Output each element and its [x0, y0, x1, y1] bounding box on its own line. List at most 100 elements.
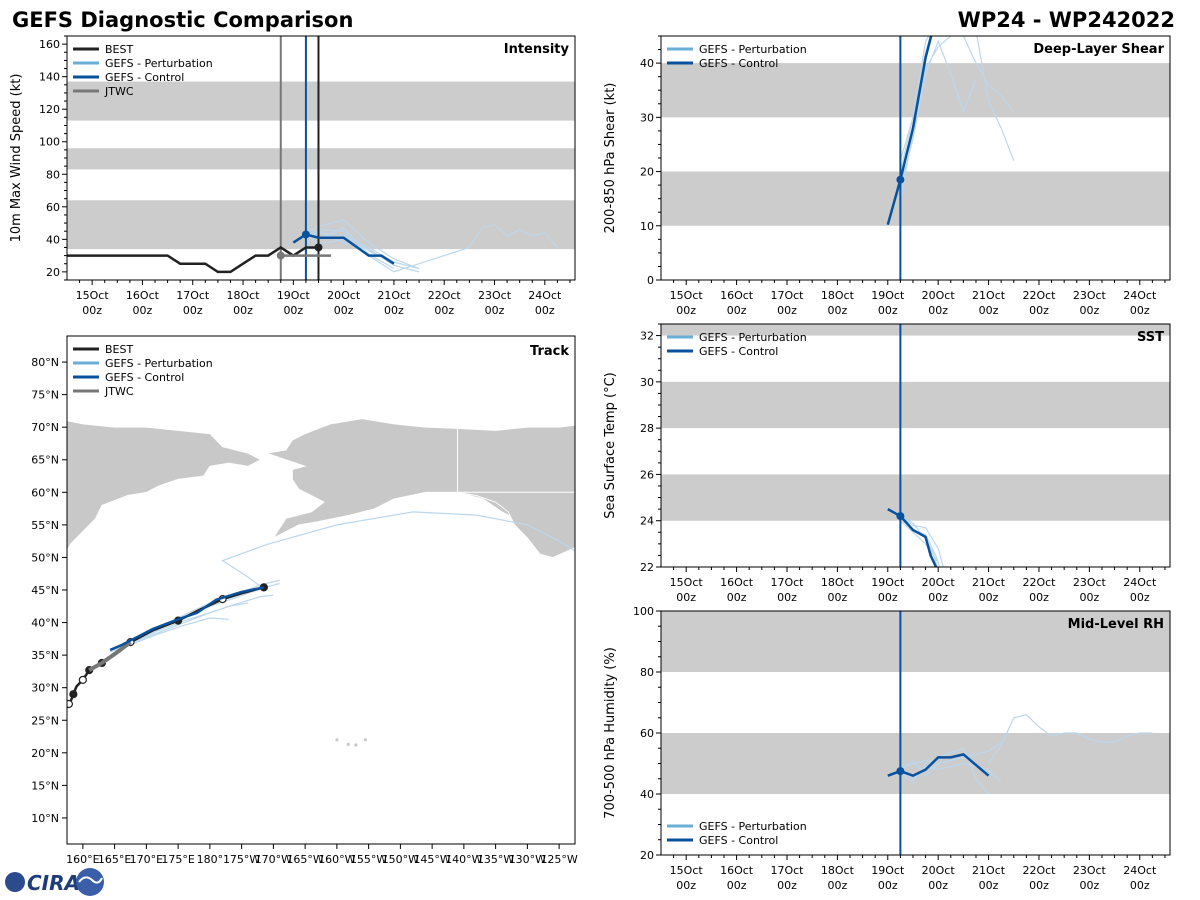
category-band — [661, 611, 1170, 672]
x-tick-hour-label: 00z — [283, 304, 303, 317]
x-tick-hour-label: 00z — [878, 304, 898, 317]
x-tick-hour-label: 00z — [827, 879, 847, 892]
lon-tick-label: 170°W — [255, 853, 292, 866]
control-track-line — [109, 586, 265, 652]
category-band — [67, 81, 575, 121]
y-tick-label: 24 — [640, 515, 654, 528]
legend-label: GEFS - Perturbation — [699, 43, 807, 56]
category-band — [661, 171, 1170, 226]
lat-tick-label: 70°N — [31, 421, 59, 434]
island-marker — [354, 743, 358, 747]
perturbation-member-line — [899, 36, 930, 161]
x-tick-hour-label: 00z — [334, 304, 354, 317]
best-track-position-marker — [67, 699, 74, 709]
lat-tick-label: 40°N — [31, 617, 59, 630]
axes-frame — [660, 323, 1171, 568]
x-tick-hour-label: 00z — [676, 591, 696, 604]
x-tick-day-label: 15Oct — [670, 864, 704, 877]
panel-title: SST — [1137, 330, 1164, 345]
figure-title: GEFS Diagnostic Comparison — [12, 8, 353, 32]
x-tick-day-label: 18Oct — [821, 864, 855, 877]
y-tick-label: 0 — [647, 274, 654, 287]
x-tick-day-label: 19Oct — [871, 576, 905, 589]
category-band — [661, 324, 1170, 336]
x-tick-day-label: 24Oct — [1123, 289, 1157, 302]
legend-label: GEFS - Control — [699, 345, 778, 358]
x-tick-hour-label: 00z — [384, 304, 404, 317]
lat-tick-label: 60°N — [31, 486, 59, 499]
lon-tick-label: 160°W — [318, 853, 355, 866]
x-tick-day-label: 15Oct — [670, 289, 704, 302]
alaska-landmass — [266, 418, 515, 539]
perturbation-member-line — [418, 224, 558, 265]
panel-title: Track — [530, 344, 569, 359]
best-track-position-marker — [78, 675, 87, 684]
y-tick-label: 30 — [640, 111, 654, 124]
y-axis-label: 200-850 hPa Shear (kt) — [603, 83, 618, 234]
lat-tick-label: 55°N — [31, 519, 59, 532]
x-tick-day-label: 15Oct — [670, 576, 704, 589]
perturbation-member-line — [305, 219, 420, 270]
logo-globe-icon — [5, 872, 25, 892]
category-band — [661, 381, 1170, 429]
perturbation-member-line — [900, 756, 989, 777]
lon-tick-label: 160°E — [66, 853, 99, 866]
lon-tick-label: 150°W — [382, 853, 419, 866]
x-tick-hour-label: 00z — [676, 879, 696, 892]
y-tick-label: 140 — [39, 71, 60, 84]
x-tick-day-label: 18Oct — [227, 289, 261, 302]
canada-landmass — [457, 424, 575, 558]
x-tick-day-label: 22Oct — [1022, 576, 1056, 589]
cira-logo: CIRA — [5, 868, 104, 896]
intensity-panel: 20 40 60 80 100 120 140 160 15Oct 00z 16Oct 00z 17Oc… — [9, 35, 576, 317]
logo-wave-stroke — [78, 876, 103, 884]
lon-tick-label: 175°W — [223, 853, 260, 866]
x-tick-hour-label: 00z — [1130, 591, 1150, 604]
x-tick-day-label: 22Oct — [428, 289, 462, 302]
x-tick-day-label: 20Oct — [922, 576, 956, 589]
x-tick-day-label: 20Oct — [922, 864, 956, 877]
x-tick-hour-label: 00z — [1079, 591, 1099, 604]
series-marker — [896, 175, 905, 184]
shear-panel: 0 10 20 30 40 15Oct 00z 16Oct 00z 17Oct 00z 18Oct 00… — [603, 35, 1171, 317]
legend-label: JTWC — [104, 85, 134, 98]
perturbation-member-line — [900, 762, 1002, 783]
x-tick-day-label: 22Oct — [1022, 864, 1056, 877]
perturbation-track-line — [221, 511, 575, 588]
perturbation-member-line — [899, 36, 931, 172]
x-tick-day-label: 23Oct — [1073, 864, 1107, 877]
track-panel: 10°N 15°N 20°N 25°N 30°N 35°N 40°N 45°N 50°N 55°N… — [31, 335, 578, 866]
y-tick-label: 30 — [640, 376, 654, 389]
y-tick-label: 160 — [39, 38, 60, 51]
y-tick-label: 60 — [46, 201, 60, 214]
legend-label: GEFS - Control — [105, 71, 184, 84]
x-tick-hour-label: 00z — [979, 879, 999, 892]
jtwc-track-line — [88, 640, 132, 672]
x-tick-hour-label: 00z — [878, 591, 898, 604]
x-tick-hour-label: 00z — [878, 879, 898, 892]
legend-label: BEST — [105, 43, 133, 56]
russia-landmass — [67, 420, 262, 552]
x-tick-day-label: 20Oct — [922, 289, 956, 302]
x-tick-day-label: 17Oct — [770, 289, 804, 302]
x-tick-day-label: 19Oct — [871, 864, 905, 877]
x-tick-hour-label: 00z — [928, 591, 948, 604]
legend-label: GEFS - Perturbation — [105, 57, 213, 70]
y-axis-label: Sea Surface Temp (°C) — [603, 372, 618, 519]
x-tick-day-label: 16Oct — [720, 576, 754, 589]
legend-label: GEFS - Perturbation — [699, 331, 807, 344]
panel-title: Mid-Level RH — [1068, 617, 1164, 632]
island-marker — [335, 738, 339, 742]
x-tick-hour-label: 00z — [233, 304, 253, 317]
lat-tick-label: 65°N — [31, 454, 59, 467]
y-tick-label: 20 — [46, 266, 60, 279]
x-tick-hour-label: 00z — [777, 304, 797, 317]
y-tick-label: 120 — [39, 103, 60, 116]
x-tick-day-label: 16Oct — [720, 289, 754, 302]
best-track-position-marker — [69, 690, 78, 699]
y-tick-label: 80 — [640, 666, 654, 679]
lat-tick-label: 25°N — [31, 714, 59, 727]
y-tick-label: 100 — [39, 136, 60, 149]
perturbation-track-line — [109, 594, 274, 652]
